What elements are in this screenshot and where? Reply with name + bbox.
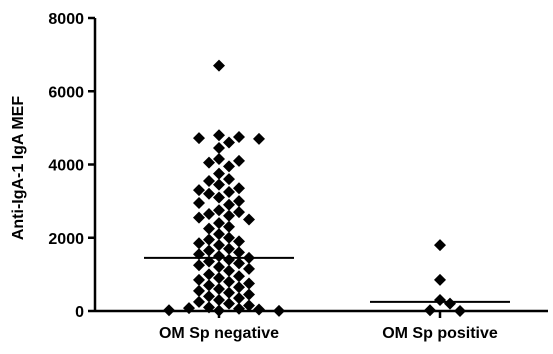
data-point xyxy=(193,184,205,197)
data-point xyxy=(163,304,175,317)
data-point xyxy=(223,242,235,255)
data-point xyxy=(434,239,446,252)
data-point xyxy=(233,246,245,259)
data-point xyxy=(223,209,235,222)
data-point xyxy=(203,174,215,187)
data-point xyxy=(243,288,255,301)
data-point xyxy=(233,235,245,248)
data-point xyxy=(183,302,195,315)
data-point xyxy=(193,211,205,224)
y-tick-label: 8000 xyxy=(48,11,84,28)
data-point xyxy=(223,286,235,299)
data-point xyxy=(193,132,205,145)
data-point xyxy=(193,259,205,272)
data-point xyxy=(223,220,235,233)
data-point xyxy=(193,273,205,286)
data-point xyxy=(434,273,446,286)
data-point xyxy=(253,303,265,316)
data-point xyxy=(243,213,255,226)
data-point xyxy=(213,153,225,166)
data-point xyxy=(233,206,245,219)
data-point xyxy=(203,290,215,303)
data-point xyxy=(203,222,215,235)
data-point xyxy=(203,268,215,281)
data-point xyxy=(223,185,235,198)
data-point xyxy=(253,132,265,145)
data-point xyxy=(233,182,245,195)
data-point xyxy=(213,204,225,217)
data-point xyxy=(213,129,225,142)
x-tick-label: OM Sp positive xyxy=(382,325,498,342)
y-tick-label: 0 xyxy=(75,304,84,321)
data-point xyxy=(213,142,225,155)
data-point xyxy=(213,167,225,180)
data-point xyxy=(213,304,225,317)
y-tick-label: 4000 xyxy=(48,158,84,175)
data-point xyxy=(233,270,245,283)
data-point xyxy=(203,279,215,292)
data-point xyxy=(213,283,225,296)
data-point xyxy=(193,196,205,209)
data-point xyxy=(233,257,245,270)
data-point xyxy=(444,297,456,310)
data-point xyxy=(233,302,245,315)
data-point xyxy=(424,304,436,317)
data-point xyxy=(193,237,205,250)
data-point xyxy=(454,305,466,317)
data-point xyxy=(213,191,225,204)
data-point xyxy=(223,231,235,244)
data-point xyxy=(233,292,245,305)
data-point xyxy=(203,156,215,169)
y-tick-label: 6000 xyxy=(48,84,84,101)
data-point xyxy=(223,173,235,186)
data-point xyxy=(213,59,225,72)
data-point xyxy=(213,294,225,307)
data-point xyxy=(203,301,215,314)
data-point xyxy=(203,207,215,220)
data-point xyxy=(233,281,245,294)
y-axis-label: Anti-IgA-1 IgA MEF xyxy=(10,95,27,241)
data-point xyxy=(243,299,255,312)
data-point xyxy=(273,304,285,317)
data-point xyxy=(434,294,446,307)
data-point xyxy=(193,284,205,297)
data-point xyxy=(203,187,215,200)
data-point xyxy=(223,160,235,173)
data-point xyxy=(233,131,245,144)
data-point xyxy=(203,244,215,257)
data-point xyxy=(223,275,235,288)
data-point xyxy=(243,262,255,275)
data-point xyxy=(233,195,245,208)
data-point xyxy=(223,253,235,266)
data-point xyxy=(223,297,235,310)
data-point xyxy=(223,264,235,277)
data-point xyxy=(223,198,235,211)
y-tick-label: 2000 xyxy=(48,231,84,248)
data-point xyxy=(213,239,225,252)
data-point xyxy=(213,178,225,191)
data-point xyxy=(213,217,225,230)
data-point xyxy=(233,154,245,167)
data-point xyxy=(213,228,225,241)
data-point xyxy=(243,277,255,290)
data-point xyxy=(213,250,225,263)
data-point xyxy=(193,295,205,308)
data-point xyxy=(203,233,215,246)
data-point xyxy=(223,136,235,149)
data-point xyxy=(213,272,225,285)
data-point xyxy=(213,261,225,274)
data-point xyxy=(193,248,205,261)
x-tick-label: OM Sp negative xyxy=(159,325,279,342)
